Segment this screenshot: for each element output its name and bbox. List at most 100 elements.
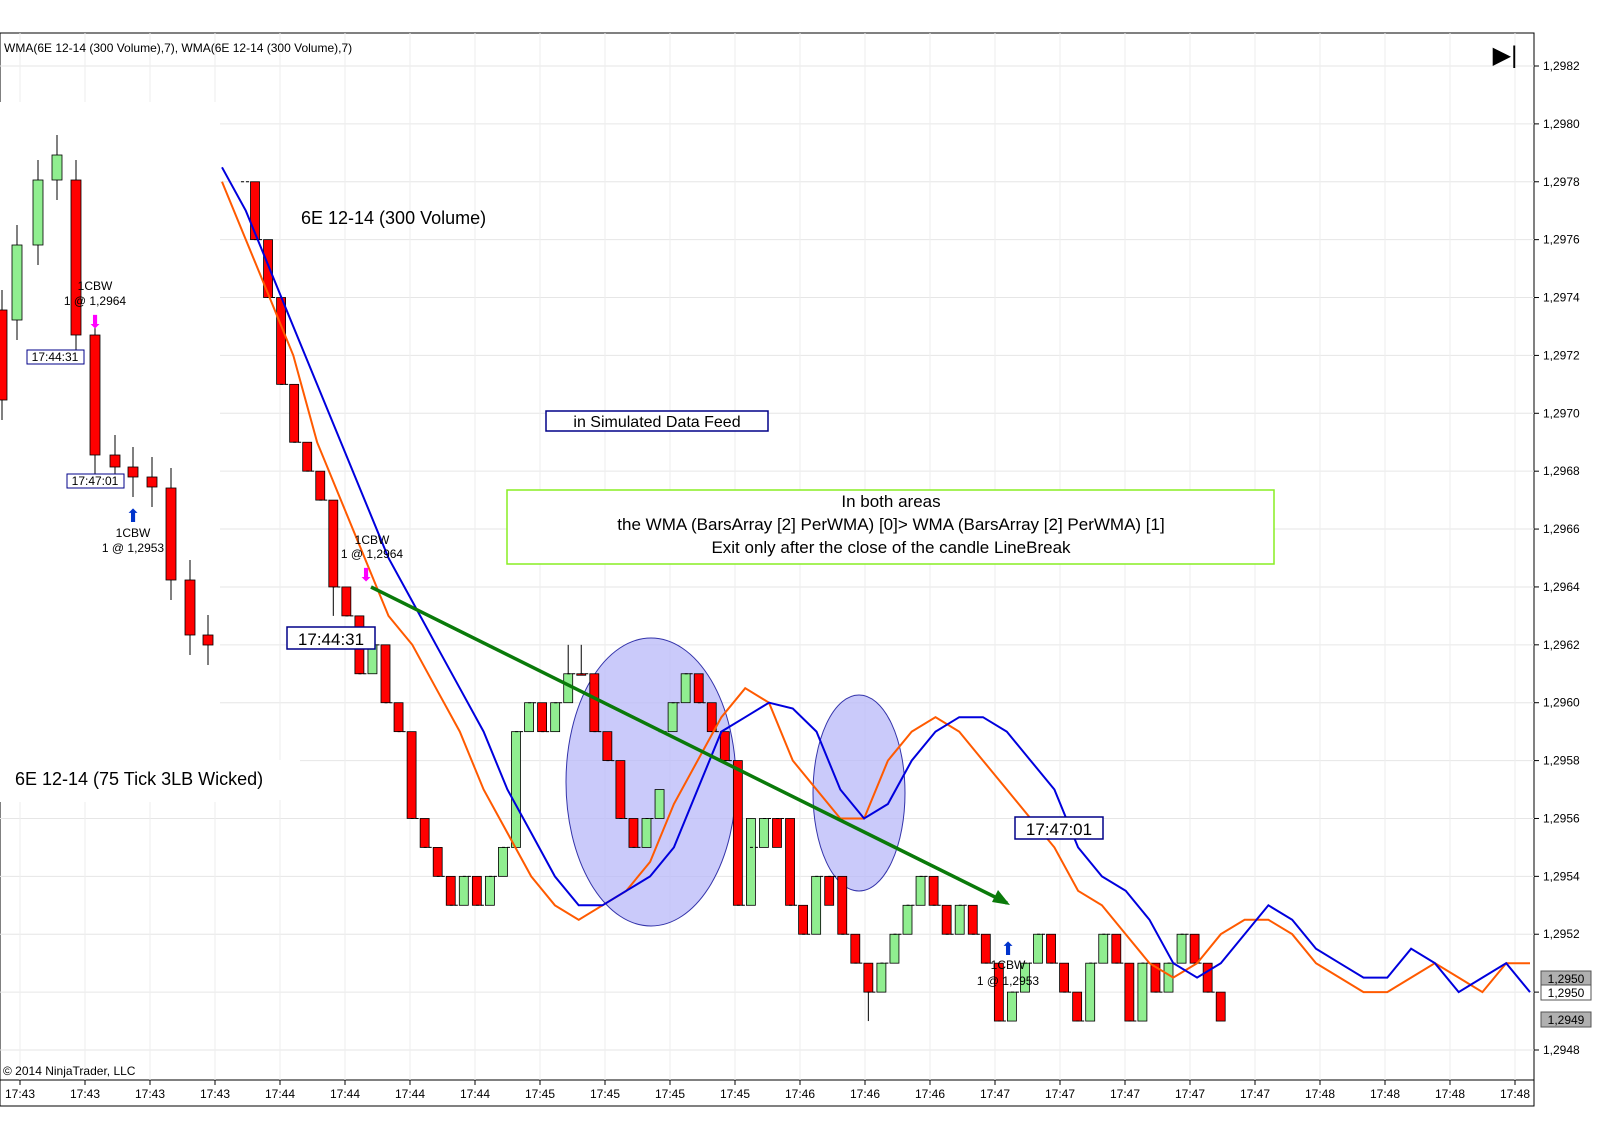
exit-marker-name: 1CBW (991, 958, 1026, 972)
entry-marker-fill: 1 @ 1,2964 (341, 547, 404, 561)
candle-bullish (1085, 962, 1096, 1022)
candle-bearish (615, 760, 626, 819)
y-tick-label: 1,2964 (1543, 580, 1580, 594)
x-tick-label: 17:46 (915, 1087, 945, 1101)
candle-bearish (589, 673, 600, 733)
price-axis: 1,2982 1,2980 1,2978 1,2976 1,2974 1,2972 1,29… (1534, 59, 1580, 1057)
candle-bullish (915, 875, 926, 906)
x-tick-label: 17:48 (1305, 1087, 1335, 1101)
candle-bearish (850, 933, 861, 964)
inset-exit-time: 17:47:01 (72, 474, 119, 488)
candle-bearish (928, 875, 939, 906)
x-tick-label: 17:46 (785, 1087, 815, 1101)
explanation-box (506, 489, 1275, 565)
exit-time-box (1014, 816, 1104, 840)
entry-arrow-icon: ⬇ (358, 565, 373, 585)
x-tick-label: 17:44 (395, 1087, 425, 1101)
svg-text:1,2950: 1,2950 (1548, 972, 1585, 986)
y-tick-label: 1,2952 (1543, 927, 1580, 941)
x-tick-label: 17:43 (200, 1087, 230, 1101)
simulated-feed-note: in Simulated Data Feed (573, 414, 740, 431)
candle-bearish (1111, 933, 1122, 964)
explanation-line-1: In both areas (841, 492, 940, 511)
y-tick-label: 1,2970 (1543, 406, 1580, 420)
candle-bearish (798, 904, 808, 935)
candle-bearish (785, 818, 795, 906)
candle-bullish (458, 875, 469, 906)
inset-entry-time: 17:44:31 (32, 350, 79, 364)
candle-bullish (511, 731, 521, 848)
candle-bearish (719, 731, 730, 761)
candle-bearish (445, 875, 456, 906)
entry-time-box (286, 626, 376, 650)
y-tick-label: 1,2982 (1543, 59, 1580, 73)
candle-bearish (1215, 991, 1226, 1022)
candle-bearish (1072, 991, 1083, 1022)
explanation-line-3: Exit only after the close of the candle … (711, 538, 1071, 557)
svg-text:1,2949: 1,2949 (1548, 1013, 1585, 1027)
x-tick-label: 17:48 (1435, 1087, 1465, 1101)
candle-bullish (954, 904, 965, 935)
y-tick-label: 1,2958 (1543, 754, 1580, 768)
candle-bearish (1202, 962, 1213, 993)
y-tick-label: 1,2976 (1543, 233, 1580, 247)
y-tick-label: 1,2968 (1543, 464, 1580, 478)
price-badge-1: 1,2950 (1540, 970, 1592, 987)
x-tick-label: 17:47 (1045, 1087, 1075, 1101)
x-tick-label: 17:47 (1240, 1087, 1270, 1101)
inset-candle-bearish (89, 334, 101, 456)
candle-bearish (837, 875, 848, 935)
inset-candle-bullish (51, 154, 63, 181)
x-tick-label: 17:45 (720, 1087, 750, 1101)
inset-entry-name: 1CBW (78, 279, 113, 293)
y-tick-label: 1,2966 (1543, 522, 1580, 536)
copyright-text: © 2014 NinjaTrader, LLC (3, 1064, 136, 1078)
candle-bearish (824, 875, 835, 906)
exit-time-label: 17:47:01 (1026, 820, 1092, 839)
main-series-label: 6E 12-14 (300 Volume) (301, 208, 486, 228)
candle-bullish (484, 875, 495, 906)
candle-bullish (654, 789, 665, 819)
candle-bearish (432, 847, 443, 877)
inset-candle-bearish (202, 634, 214, 646)
x-tick-label: 17:44 (330, 1087, 360, 1101)
exit-marker-fill: 1 @ 1,2953 (977, 974, 1040, 988)
candle-bearish (1189, 933, 1200, 964)
candle-bearish (693, 673, 704, 704)
inset-exit-time-box (66, 473, 125, 489)
inset-series-label: 6E 12-14 (75 Tick 3LB Wicked) (15, 769, 263, 789)
candle-bearish (328, 499, 339, 588)
candle-bullish (811, 875, 822, 935)
wma-blue-line (221, 166, 1531, 994)
y-tick-label: 1,2948 (1543, 1043, 1580, 1057)
x-tick-label: 17:43 (135, 1087, 165, 1101)
inset-candle-bearish (184, 579, 196, 636)
candle-bearish (1046, 933, 1056, 964)
trade-line (370, 585, 1008, 905)
candle-bearish (863, 962, 874, 993)
entry-time-label: 17:44:31 (298, 630, 364, 649)
entry-marker-name: 1CBW (355, 533, 390, 547)
candle-bearish (406, 731, 417, 819)
candle-bearish (980, 933, 991, 964)
go-to-latest-icon[interactable]: ▶| (1493, 42, 1518, 69)
candle-bearish (419, 818, 430, 848)
explanation-line-2: the WMA (BarsArray [2] PerWMA) [0]> WMA … (617, 515, 1164, 534)
candle-bearish (289, 383, 300, 443)
inset-candle-bullish (32, 179, 44, 246)
x-tick-label: 17:48 (1370, 1087, 1400, 1101)
svg-text:1,2950: 1,2950 (1548, 986, 1585, 1000)
y-tick-label: 1,2956 (1543, 811, 1580, 825)
candle-bullish (667, 702, 678, 733)
candle-bearish (941, 904, 952, 935)
x-tick-label: 17:47 (980, 1087, 1010, 1101)
inset-entry-time-box (26, 349, 85, 365)
candle-bullish (1137, 962, 1148, 1022)
candle-bearish (315, 470, 326, 501)
inset-candle-bearish (70, 179, 82, 336)
inset-candle-bullish (11, 244, 23, 321)
candle-bearish (967, 904, 978, 935)
candle-bearish (772, 818, 782, 848)
candle-bearish (732, 760, 743, 906)
x-tick-label: 17:44 (265, 1087, 295, 1101)
